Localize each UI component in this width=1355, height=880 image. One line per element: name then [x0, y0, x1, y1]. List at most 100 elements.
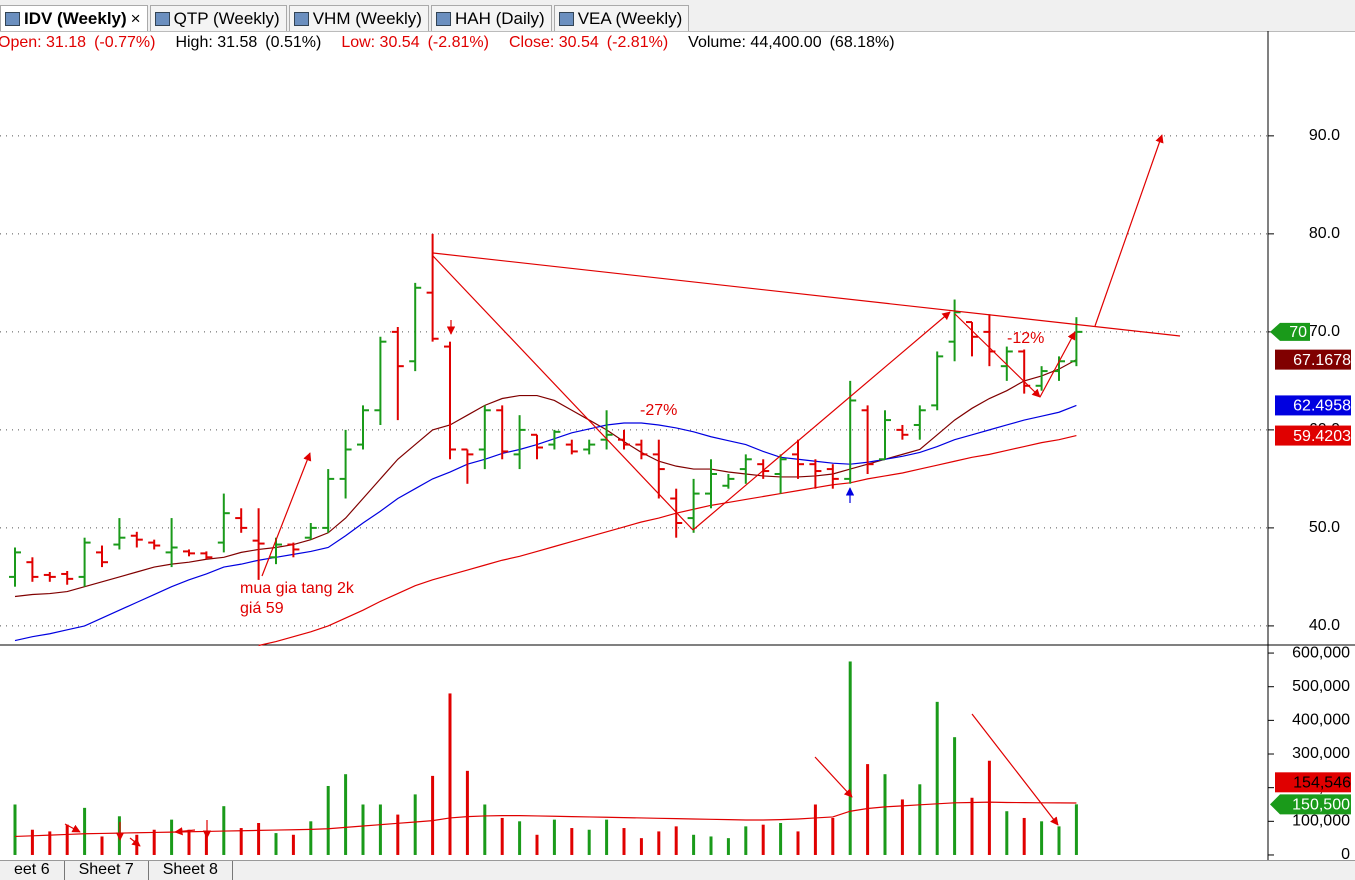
volume-bar [65, 824, 69, 855]
volume-bar [622, 828, 626, 855]
tab-label: IDV (Weekly) [24, 9, 127, 28]
volume-bar [152, 829, 156, 855]
tab-label: QTP (Weekly) [173, 9, 280, 28]
volume-bar [709, 836, 713, 855]
volume-bar [587, 829, 591, 855]
info-item: Volume: 44,400.00 (68.18%) [688, 34, 894, 52]
info-item: High: 31.58 (0.51%) [175, 34, 321, 52]
volume-bar [100, 836, 104, 855]
volume-bar [987, 760, 991, 855]
annotation: -27% [640, 402, 677, 419]
tab[interactable]: QTP (Weekly) [149, 5, 287, 31]
volume-bar [257, 823, 261, 855]
moving-average [14, 404, 1077, 642]
volume-bar [1074, 804, 1078, 855]
volume-bar [326, 785, 330, 855]
volume-bar [13, 804, 17, 855]
volume-bar [448, 693, 452, 855]
value-tag [1275, 772, 1351, 793]
info-change: (-2.81%) [427, 34, 489, 51]
volume-bar [657, 831, 661, 855]
volume-bar [726, 838, 730, 855]
volume-bar [483, 804, 487, 855]
info-change: (68.18%) [829, 34, 895, 51]
tab-bar: IDV (Weekly) × QTP (Weekly) VHM (Weekly) … [0, 0, 1355, 32]
value-tag [1275, 395, 1351, 416]
volume-bar [831, 817, 835, 855]
sheet-tab[interactable]: Sheet 8 [149, 861, 233, 880]
y-tick-label: 70.0 [1309, 323, 1340, 340]
volume-bar [378, 804, 382, 855]
info-label: Close: 30.54 [508, 34, 599, 51]
volume-bar [953, 737, 957, 855]
volume-bar [413, 794, 417, 855]
volume-bar [744, 826, 748, 855]
sheet-tab[interactable]: Sheet 7 [65, 861, 149, 880]
moving-average [258, 434, 1077, 647]
volume-bar [605, 819, 609, 855]
volume-bar [552, 819, 556, 855]
moving-average [14, 359, 1077, 598]
volume-bar [344, 774, 348, 855]
info-label: Volume: 44,400.00 [688, 34, 822, 51]
close-tag [1270, 322, 1310, 341]
tab[interactable]: HAH (Daily) [430, 5, 552, 31]
tab[interactable]: VEA (Weekly) [553, 5, 690, 31]
volume-bar [500, 817, 504, 855]
info-change: (-0.77%) [94, 34, 156, 51]
sheet-tab[interactable]: eet 6 [0, 861, 65, 880]
volume-bar [779, 823, 783, 855]
drawings [64, 134, 1181, 847]
volume-bar [518, 821, 522, 855]
value-tag [1275, 349, 1351, 370]
volume-bar [883, 774, 887, 855]
y-tick-label: 300,000 [1292, 745, 1350, 762]
info-change: (0.51%) [265, 34, 322, 51]
value-tag-label: 59.4203 [1293, 428, 1351, 445]
volume-bar [570, 828, 574, 855]
volume-bar [639, 838, 643, 855]
volume-bar [674, 826, 678, 855]
volume-bar [535, 834, 539, 855]
volume-bar [204, 833, 208, 855]
volume-bar [900, 799, 904, 855]
volume-bar [187, 829, 191, 855]
volume-bar [1040, 821, 1044, 855]
y-tick-label: 0 [1341, 846, 1350, 860]
volume-bar [465, 770, 469, 855]
y-tick-label: 90.0 [1309, 127, 1340, 144]
volume-bar [48, 831, 52, 855]
y-tick-label: 80.0 [1309, 225, 1340, 242]
volume-bar [239, 828, 243, 855]
volume-bar [866, 764, 870, 855]
volume-bar [396, 814, 400, 855]
y-tick-label: 600,000 [1292, 644, 1350, 661]
volume-tag-label: 150,500 [1292, 797, 1350, 814]
info-item: Close: 30.54 (-2.81%) [509, 34, 668, 52]
volume-bar [291, 834, 295, 855]
annotation: -12% [1007, 330, 1044, 347]
tab-label: VHM (Weekly) [312, 9, 422, 28]
volume-bar [1057, 826, 1061, 855]
tab[interactable]: IDV (Weekly) × [0, 5, 148, 31]
tab[interactable]: VHM (Weekly) [288, 5, 429, 31]
volume-tag [1270, 794, 1351, 815]
volume-bar [1022, 817, 1026, 855]
chart: 40.050.060.070.080.090.07067.167862.4958… [0, 31, 1355, 860]
quote-info: Open: 31.18 (-0.77%) High: 31.58 (0.51%) Low… [0, 34, 895, 52]
volume-bar [935, 701, 939, 855]
value-tag [1275, 425, 1351, 446]
value-tag-label: 62.4958 [1293, 398, 1351, 415]
moving-average [14, 801, 1077, 838]
volume-bar [274, 833, 278, 855]
info-label: Low: 30.54 [341, 34, 420, 51]
y-tick-label: 50.0 [1309, 519, 1340, 536]
value-tag-label: 67.1678 [1293, 352, 1351, 369]
close-tag-label: 70 [1289, 324, 1307, 341]
tab-label: HAH (Daily) [454, 9, 545, 28]
volume-bar [30, 829, 34, 855]
volume-bar [970, 797, 974, 855]
annotation: giá 59 [240, 600, 284, 617]
info-label: Open: 31.18 [0, 34, 87, 51]
